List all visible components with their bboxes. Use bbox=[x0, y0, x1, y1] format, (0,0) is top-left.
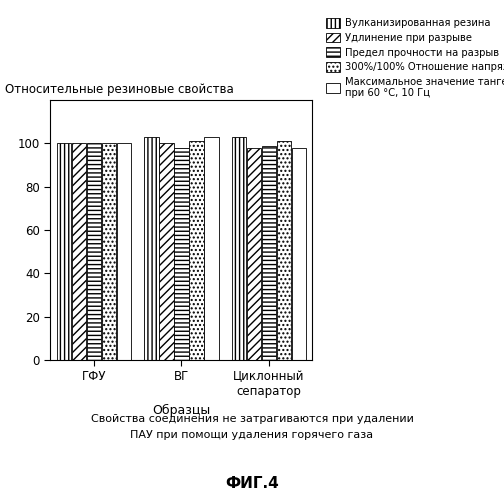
Bar bbox=[292, 148, 306, 360]
Bar bbox=[57, 144, 71, 360]
Bar bbox=[159, 144, 173, 360]
Bar bbox=[246, 148, 261, 360]
Bar bbox=[102, 144, 116, 360]
Bar bbox=[277, 141, 291, 360]
X-axis label: Образцы: Образцы bbox=[152, 404, 211, 417]
Bar bbox=[204, 137, 219, 360]
Bar bbox=[232, 137, 246, 360]
Legend: Вулканизированная резина, Удлинение при разрыве, Предел прочности на разрыв, 300: Вулканизированная резина, Удлинение при … bbox=[323, 15, 504, 102]
Bar bbox=[144, 137, 159, 360]
Text: ФИГ.4: ФИГ.4 bbox=[225, 476, 279, 490]
Bar bbox=[72, 144, 86, 360]
Text: Свойства соединения не затрагиваются при удалении: Свойства соединения не затрагиваются при… bbox=[91, 414, 413, 424]
Bar bbox=[87, 144, 101, 360]
Bar bbox=[174, 148, 188, 360]
Bar bbox=[117, 144, 131, 360]
Bar bbox=[262, 146, 276, 360]
Bar bbox=[190, 141, 204, 360]
Text: ПАУ при помощи удаления горячего газа: ПАУ при помощи удаления горячего газа bbox=[131, 430, 373, 440]
Text: Относительные резиновые свойства: Относительные резиновые свойства bbox=[5, 84, 234, 96]
